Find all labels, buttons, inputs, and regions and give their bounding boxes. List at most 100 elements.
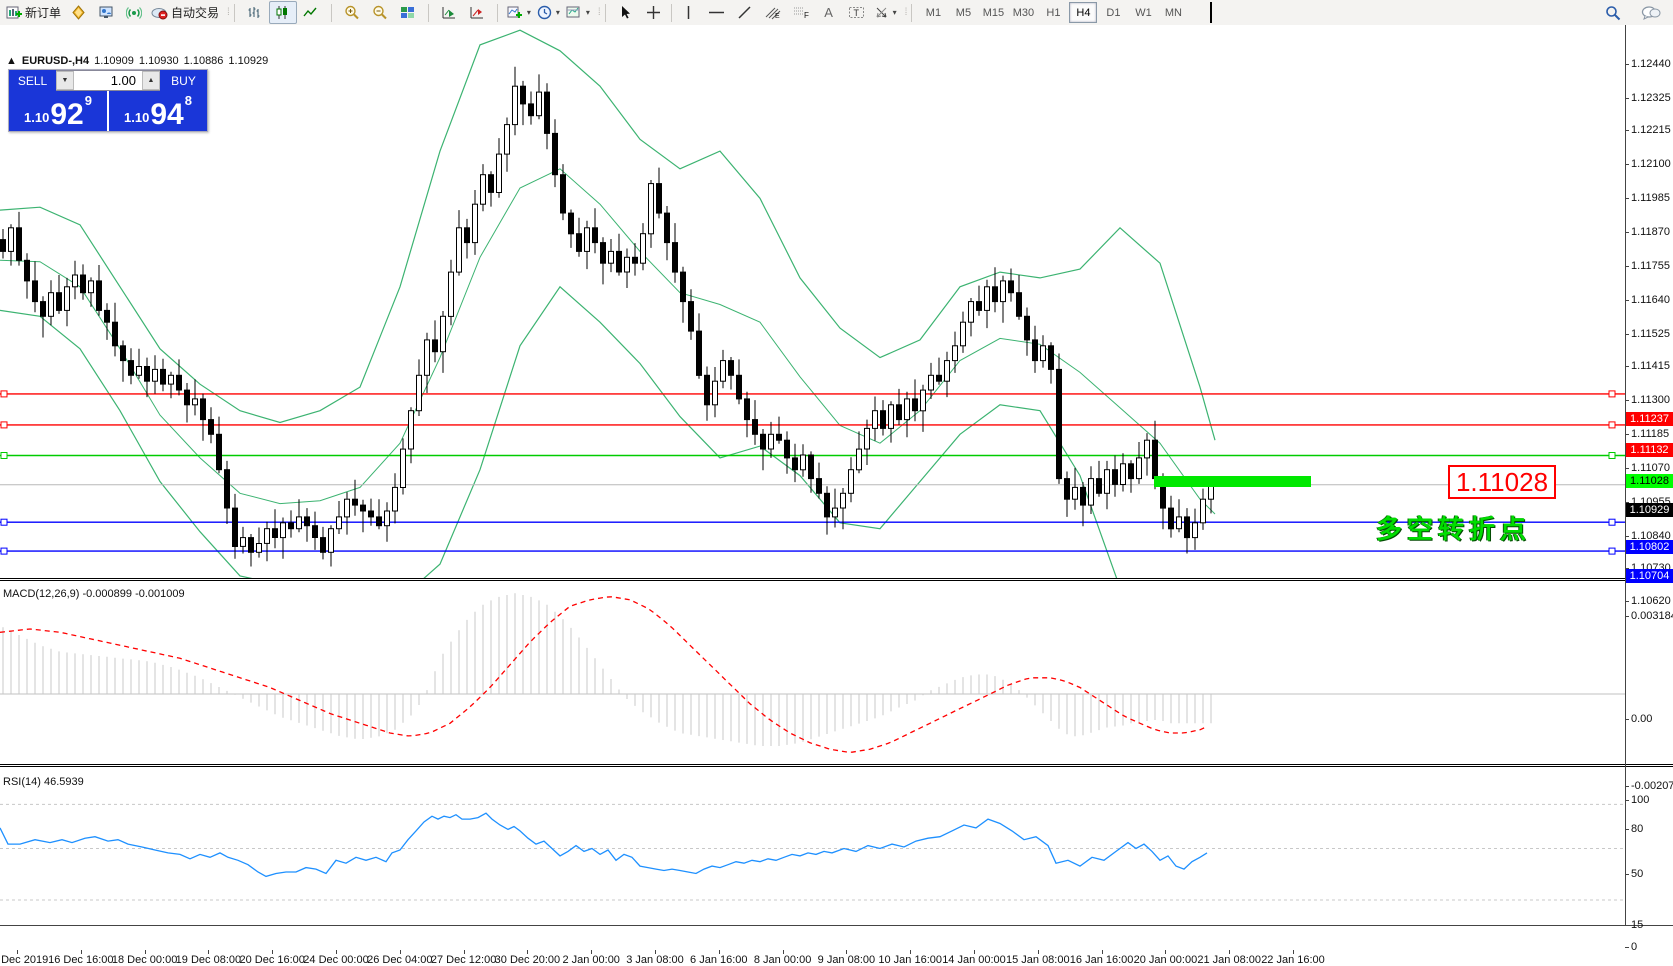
- sell-price-big: 92: [50, 98, 84, 131]
- autotrading-button[interactable]: 自动交易: [148, 1, 222, 24]
- line-chart-icon: [303, 5, 318, 20]
- timeframe-button-m5[interactable]: M5: [955, 6, 972, 19]
- chart-shift-icon: [469, 5, 485, 20]
- time-label: 21 Jan 08:00: [1197, 954, 1261, 966]
- chart-shift-button[interactable]: [463, 1, 491, 24]
- chat-icon: [1641, 5, 1661, 21]
- horizontal-line-tool-button[interactable]: [703, 1, 731, 24]
- timeframe-button-m15[interactable]: M15: [982, 6, 1005, 19]
- current-price-label: 1.10929: [1626, 503, 1673, 517]
- time-label: 18 Dec 00:00: [111, 954, 178, 966]
- rsi-pane[interactable]: [0, 767, 1625, 925]
- chinese-annotation-text[interactable]: 多空转折点: [1376, 514, 1532, 544]
- drawing-tools-group: E F A T ▾: [609, 0, 903, 25]
- symbol-info-bar: ▲ EURUSD-,H4 1.10909 1.10930 1.10886 1.1…: [6, 55, 268, 67]
- time-label: 22 Jan 16:00: [1261, 954, 1325, 966]
- arrows-tool-button[interactable]: ▾: [871, 1, 900, 24]
- toolbar-grip: ⁞: [597, 7, 601, 18]
- cursor-tool-button[interactable]: [612, 1, 640, 24]
- candlestick-chart-icon: [275, 5, 290, 20]
- insert-group: ▾ ▾ ▾: [501, 0, 596, 25]
- price-tick: 1.10840: [1631, 529, 1671, 542]
- collapse-marker-icon[interactable]: ▲: [6, 55, 17, 67]
- zoom-group: [335, 0, 425, 25]
- grid-tool-button[interactable]: F: [787, 1, 815, 24]
- buy-price-display[interactable]: 1.10 94 8: [109, 91, 207, 131]
- time-label: 30 Dec 20:00: [494, 954, 561, 966]
- timeframe-button-d1[interactable]: D1: [1106, 6, 1121, 19]
- timeframe-button-m30[interactable]: M30: [1012, 6, 1035, 19]
- volume-decrease-button[interactable]: ▼: [56, 71, 74, 90]
- chat-button[interactable]: [1637, 1, 1665, 24]
- auto-scroll-icon: [441, 5, 457, 20]
- price-tick: 1.11870: [1631, 225, 1670, 238]
- vertical-line-tool-button[interactable]: [675, 1, 703, 24]
- volume-increase-button[interactable]: ▲: [142, 71, 160, 90]
- zoom-in-button[interactable]: [338, 1, 366, 24]
- vertical-line-icon: [684, 5, 693, 20]
- text-tool-button[interactable]: A: [815, 1, 843, 24]
- template-button[interactable]: ▾: [563, 1, 593, 24]
- text-label-icon: T: [848, 5, 865, 20]
- autotrading-label: 自动交易: [171, 6, 220, 20]
- price-tick: 1.11640: [1631, 293, 1670, 306]
- toolbar-separator: [670, 3, 672, 22]
- price-tick: 1.12100: [1631, 157, 1671, 170]
- zoom-out-button[interactable]: [366, 1, 394, 24]
- macd-pane[interactable]: [0, 582, 1625, 764]
- timeframe-button-h1[interactable]: H1: [1046, 6, 1061, 19]
- fibonacci-tool-button[interactable]: E: [759, 1, 787, 24]
- dropdown-caret: ▾: [585, 8, 590, 17]
- pane-separator-macd[interactable]: [0, 578, 1673, 581]
- timeframe-button-m1[interactable]: M1: [925, 6, 942, 19]
- period-button[interactable]: ▾: [534, 1, 563, 24]
- strategy-tester-button[interactable]: [92, 1, 120, 24]
- buy-button[interactable]: BUY: [160, 70, 207, 91]
- horizontal-line-icon: [708, 5, 725, 20]
- axis-tickmark: [1625, 786, 1629, 787]
- price-pane[interactable]: [0, 25, 1625, 578]
- add-indicator-button[interactable]: ▾: [504, 1, 534, 24]
- candlestick-chart-button[interactable]: [268, 1, 297, 24]
- trendline-tool-button[interactable]: [731, 1, 759, 24]
- rsi-tick: 80: [1631, 822, 1644, 835]
- timeframe-button-mn[interactable]: MN: [1164, 6, 1182, 19]
- line-chart-button[interactable]: [297, 1, 325, 24]
- rsi-tick: 0: [1631, 940, 1638, 953]
- text-label-tool-button[interactable]: T: [843, 1, 871, 24]
- time-label: 10 Jan 16:00: [878, 954, 942, 966]
- axis-tickmark: [1625, 601, 1629, 602]
- auto-scroll-button[interactable]: [435, 1, 463, 24]
- time-label: 26 Dec 04:00: [367, 954, 433, 966]
- price-tick: 1.11525: [1631, 327, 1670, 340]
- price-tick: 1.11755: [1631, 259, 1670, 272]
- green-highlight-bar[interactable]: [1154, 476, 1311, 487]
- sell-button[interactable]: SELL: [9, 70, 56, 91]
- price-callout-box[interactable]: 1.11028: [1448, 465, 1556, 499]
- signals-icon: [126, 5, 143, 20]
- pane-separator-rsi[interactable]: [0, 764, 1673, 767]
- axis-tickmark: [1625, 98, 1629, 99]
- buy-price-big: 94: [150, 98, 184, 131]
- search-button[interactable]: [1599, 1, 1627, 24]
- timeframe-button-h4[interactable]: H4: [1069, 2, 1098, 23]
- new-order-icon: [6, 5, 22, 20]
- toolbar-separator: [427, 3, 429, 22]
- price-tick: 1.11185: [1631, 427, 1670, 440]
- signals-button[interactable]: [120, 1, 148, 24]
- axis-tickmark: [1625, 64, 1629, 65]
- toolbar-separator: [330, 3, 332, 22]
- bar-chart-button[interactable]: [241, 1, 269, 24]
- time-label: 16 Jan 16:00: [1069, 954, 1134, 966]
- crosshair-tool-button[interactable]: [640, 1, 668, 24]
- tile-windows-button[interactable]: [394, 1, 422, 24]
- dropdown-caret: ▾: [526, 8, 531, 17]
- sell-price-display[interactable]: 1.10 92 9: [9, 91, 107, 131]
- timeframe-button-w1[interactable]: W1: [1135, 6, 1152, 19]
- axis-tickmark: [1625, 502, 1629, 503]
- trendline-icon: [737, 5, 752, 20]
- price-tick: 1.12440: [1631, 57, 1671, 70]
- new-order-button[interactable]: 新订单: [3, 1, 64, 24]
- quotes-button[interactable]: [64, 1, 92, 24]
- volume-input[interactable]: 1.00: [110, 73, 136, 88]
